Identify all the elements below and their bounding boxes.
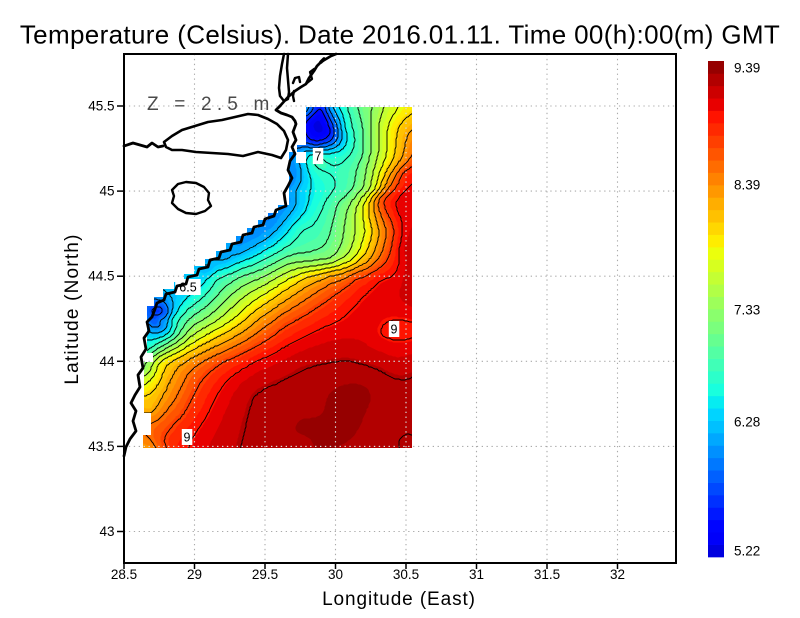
svg-text:7.33: 7.33 (734, 303, 760, 318)
svg-text:Z = 2.5 m: Z = 2.5 m (147, 94, 275, 115)
svg-text:31: 31 (469, 567, 484, 582)
svg-text:29.5: 29.5 (252, 567, 278, 582)
svg-text:Latitude (North): Latitude (North) (62, 233, 83, 384)
svg-text:9.39: 9.39 (734, 61, 760, 76)
svg-text:43.5: 43.5 (88, 439, 114, 454)
svg-text:44: 44 (99, 354, 115, 369)
svg-text:30.5: 30.5 (393, 567, 419, 582)
svg-text:Longitude (East): Longitude (East) (322, 589, 476, 610)
svg-text:Temperature (Celsius). Date 20: Temperature (Celsius). Date 2016.01.11. … (20, 20, 780, 50)
svg-text:6.28: 6.28 (734, 415, 760, 430)
svg-text:5.22: 5.22 (734, 544, 760, 559)
svg-text:31.5: 31.5 (534, 567, 560, 582)
svg-text:28.5: 28.5 (111, 567, 137, 582)
svg-text:8.39: 8.39 (734, 178, 760, 193)
svg-text:9: 9 (391, 323, 398, 337)
svg-text:45: 45 (99, 184, 114, 199)
svg-text:45.5: 45.5 (88, 99, 114, 114)
svg-text:29: 29 (187, 567, 202, 582)
svg-text:7: 7 (315, 150, 322, 164)
svg-text:6.5: 6.5 (179, 281, 196, 295)
svg-text:44.5: 44.5 (88, 269, 114, 284)
svg-text:32: 32 (610, 567, 625, 582)
svg-text:43: 43 (99, 524, 114, 539)
svg-text:30: 30 (328, 567, 343, 582)
svg-text:9: 9 (184, 431, 191, 445)
